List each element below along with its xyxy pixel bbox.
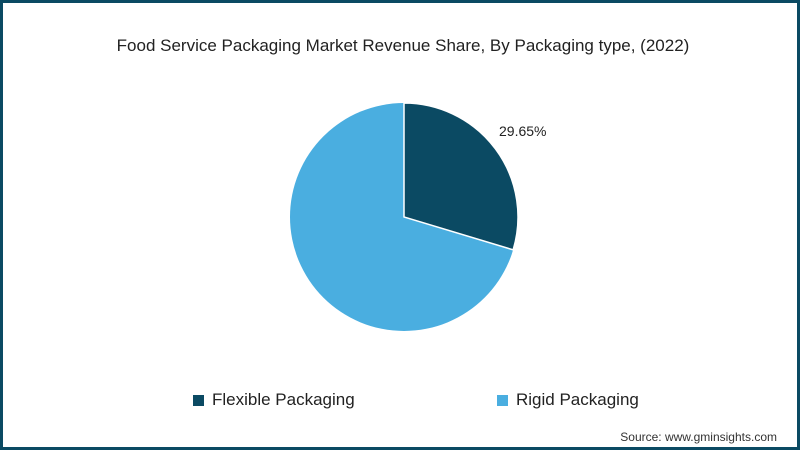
legend-item-rigid-packaging: Rigid Packaging xyxy=(497,390,639,410)
chart-title: Food Service Packaging Market Revenue Sh… xyxy=(116,36,690,55)
source-note: Source: www.gminsights.com xyxy=(620,430,777,444)
slice-flexible-packaging xyxy=(403,102,519,251)
legend-swatch-icon xyxy=(497,394,508,406)
legend-label: Rigid Packaging xyxy=(516,390,639,409)
pie-chart xyxy=(290,102,519,331)
legend-swatch-icon xyxy=(193,394,204,406)
legend-label: Flexible Packaging xyxy=(212,390,355,409)
legend-item-flexible-packaging: Flexible Packaging xyxy=(193,390,355,410)
slice-data-label: 29.65% xyxy=(499,123,547,139)
